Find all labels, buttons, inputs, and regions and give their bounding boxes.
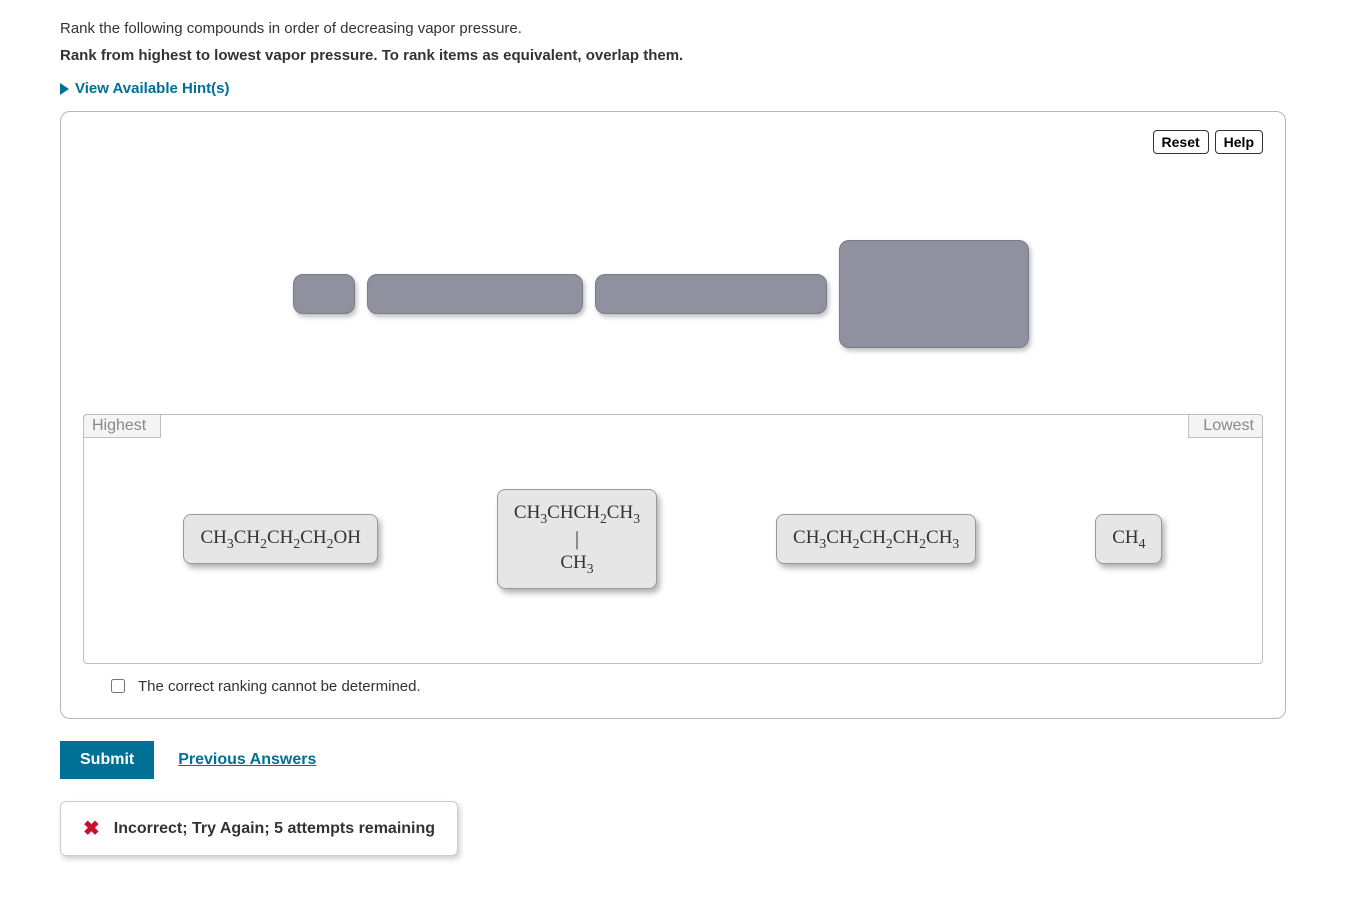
instruction-text-2: Rank from highest to lowest vapor pressu… — [60, 47, 1286, 64]
compound-formula: CH3CH2CH2CH2OH — [200, 527, 360, 548]
view-hints-toggle[interactable]: View Available Hint(s) — [60, 80, 1286, 97]
ghost-slot[interactable] — [293, 274, 355, 314]
submit-button[interactable]: Submit — [60, 741, 154, 779]
feedback-text: Incorrect; Try Again; 5 attempts remaini… — [114, 820, 435, 838]
compound-formula-line1: CH3CHCH2CH3 — [514, 500, 640, 528]
cannot-determine-label: The correct ranking cannot be determined… — [138, 678, 421, 695]
compound-formula: CH3CH2CH2CH2CH3 — [793, 527, 959, 548]
incorrect-icon: ✖ — [83, 816, 100, 841]
cannot-determine-checkbox[interactable] — [111, 679, 125, 693]
ranking-panel: Reset Help Highest Lowest CH3CH2CH2CH2OH… — [60, 111, 1286, 719]
ghost-slot[interactable] — [595, 274, 827, 314]
ranked-items-row: CH3CH2CH2CH2OH CH3CHCH2CH3 | CH3 CH3CH2C… — [84, 415, 1262, 663]
help-button[interactable]: Help — [1215, 130, 1263, 154]
submit-row: Submit Previous Answers — [60, 741, 1286, 779]
cannot-determine-row: The correct ranking cannot be determined… — [83, 676, 1263, 696]
compound-tile-pentane[interactable]: CH3CH2CH2CH2CH3 — [776, 514, 976, 564]
ghost-slot[interactable] — [839, 240, 1029, 348]
compound-tile-isopentane[interactable]: CH3CHCH2CH3 | CH3 — [497, 489, 657, 589]
reset-button[interactable]: Reset — [1153, 130, 1209, 154]
compound-formula: CH4 — [1112, 527, 1145, 548]
instruction-text-1: Rank the following compounds in order of… — [60, 20, 1286, 37]
staging-area — [83, 224, 1263, 364]
structure-bond-icon: | — [514, 528, 640, 550]
hints-label: View Available Hint(s) — [75, 80, 230, 97]
compound-tile-methane[interactable]: CH4 — [1095, 514, 1162, 564]
chevron-right-icon — [60, 83, 69, 95]
compound-formula-line3: CH3 — [514, 550, 640, 578]
feedback-box: ✖ Incorrect; Try Again; 5 attempts remai… — [60, 801, 458, 856]
ghost-slot[interactable] — [367, 274, 583, 314]
compound-tile-butanol[interactable]: CH3CH2CH2CH2OH — [183, 514, 377, 564]
ranking-dropzone[interactable]: Highest Lowest CH3CH2CH2CH2OH CH3CHCH2CH… — [83, 414, 1263, 664]
panel-button-group: Reset Help — [1153, 130, 1263, 154]
previous-answers-link[interactable]: Previous Answers — [178, 751, 316, 769]
